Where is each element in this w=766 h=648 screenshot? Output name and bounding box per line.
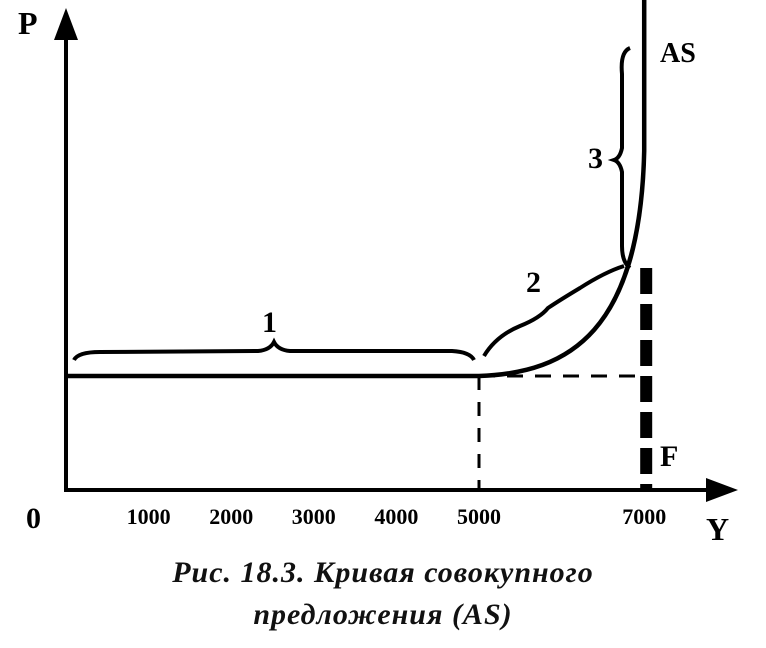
as-curve: [66, 0, 647, 379]
origin-label: 0: [26, 502, 41, 535]
x-tick-label: 7000: [622, 504, 666, 529]
y-axis-label: P: [18, 5, 38, 41]
segment-2-label: 2: [526, 266, 541, 299]
x-tick-label: 5000: [457, 504, 501, 529]
x-tick-label: 1000: [127, 504, 171, 529]
x-tick-label: 3000: [292, 504, 336, 529]
x-tick-label: 4000: [374, 504, 418, 529]
as-curve-label: AS: [660, 38, 696, 69]
x-tick-labels: 1000 2000 3000 4000 5000 7000: [127, 504, 667, 529]
segment-3-brace: [607, 46, 632, 270]
x-tick-label: 2000: [209, 504, 253, 529]
segment-3-label: 3: [588, 142, 603, 175]
segment-1-brace: [72, 337, 476, 362]
figure-caption-line-1: Рис. 18.3. Кривая совокупного: [172, 556, 594, 589]
y-axis-arrow-icon: [54, 8, 78, 40]
x-axis-arrow-icon: [706, 478, 738, 502]
segment-1-label: 1: [262, 306, 277, 339]
f-label: F: [660, 440, 678, 473]
x-axis-label: Y: [706, 511, 729, 547]
segment-2-brace: [482, 264, 625, 358]
figure-caption-line-2: предложения (AS): [253, 598, 513, 631]
